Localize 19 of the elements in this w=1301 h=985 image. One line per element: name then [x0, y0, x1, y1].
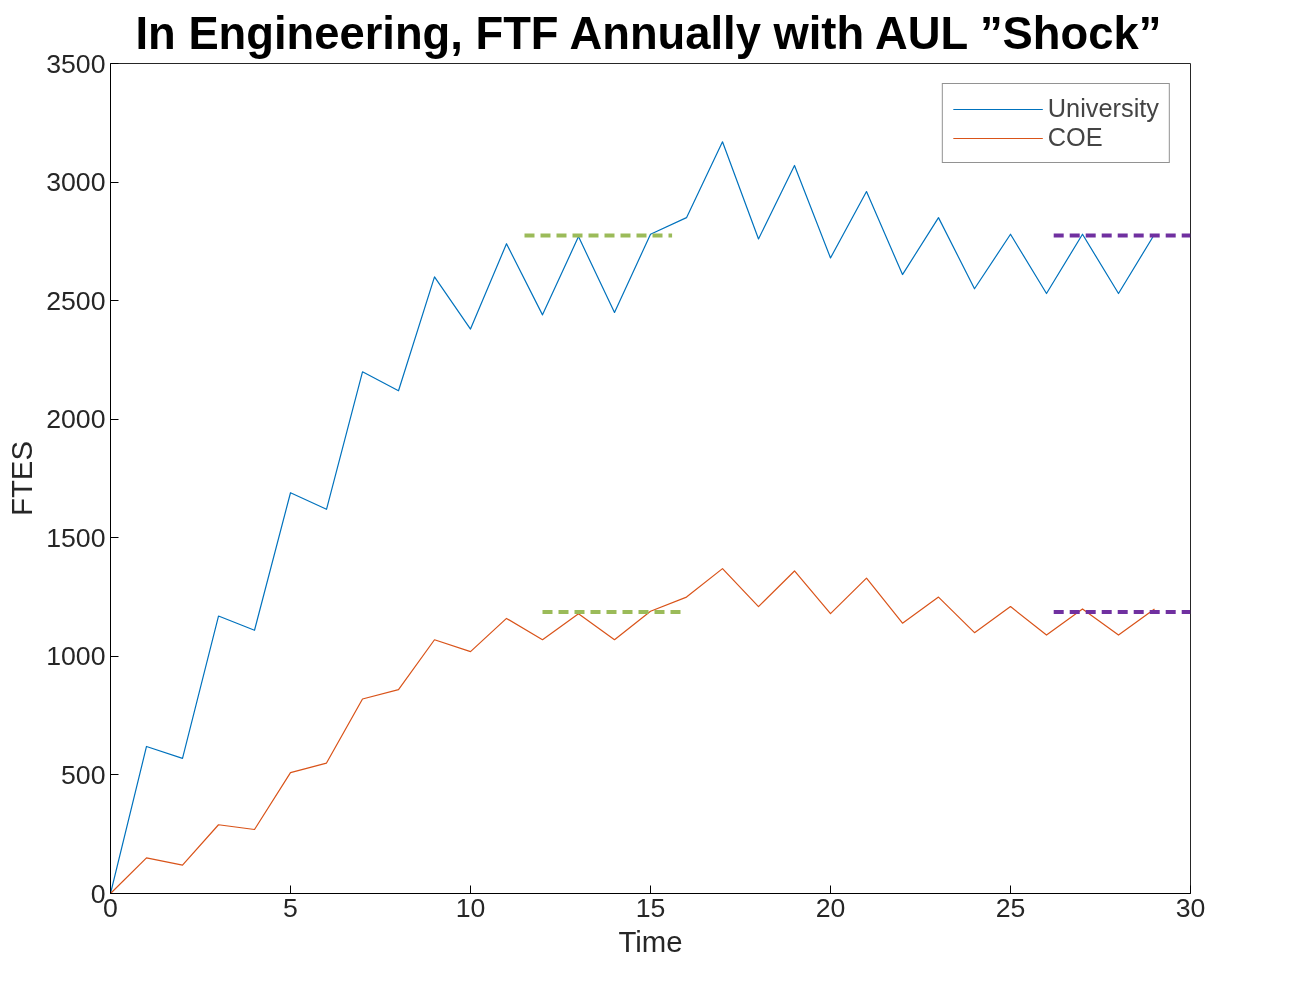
legend-label: COE [1047, 123, 1103, 152]
x-tick-label: 25 [995, 892, 1026, 923]
x-tick-label: 10 [455, 892, 486, 923]
x-tick-label: 15 [635, 892, 666, 923]
x-tick-label: 20 [815, 892, 846, 923]
y-tick-label: 1500 [46, 522, 106, 553]
x-tick-label: 5 [283, 892, 298, 923]
y-tick-label: 1000 [46, 641, 106, 672]
y-tick-label: 500 [61, 759, 106, 790]
y-tick-label: 3500 [46, 48, 106, 79]
line-series [110, 568, 1156, 894]
x-tick-label: 30 [1175, 892, 1206, 923]
chart-title: In Engineering, FTF Annually with AUL ”Shock” [135, 7, 1162, 59]
y-tick-label: 2000 [46, 404, 106, 435]
y-tick-label: 3000 [46, 167, 106, 198]
y-axis-title: FTES [5, 441, 39, 516]
y-tick-label: 2500 [46, 285, 106, 316]
x-axis-title: Time [618, 924, 683, 958]
legend-label: University [1047, 94, 1159, 123]
